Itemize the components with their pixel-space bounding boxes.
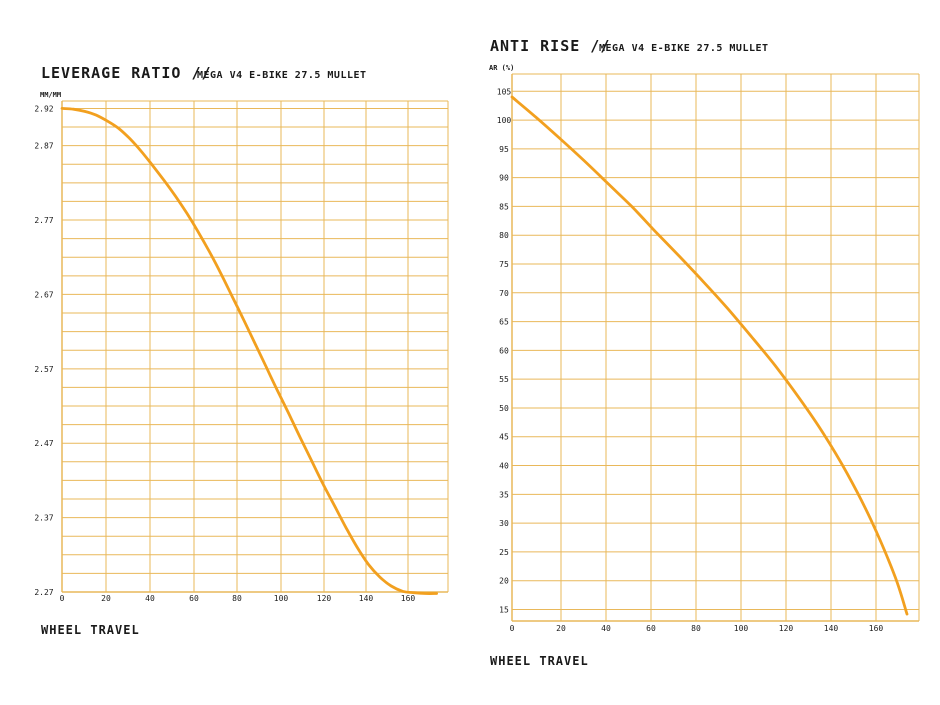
- y-tick-label: 25: [499, 548, 509, 557]
- anti-rise-grid: [511, 73, 920, 622]
- y-tick-label: 55: [499, 375, 509, 384]
- leverage-ratio-y-ticks: 2.27 2.37 2.47 2.57 2.67 2.77 2.87 2.92: [34, 104, 53, 597]
- x-tick-label: 40: [145, 594, 155, 603]
- x-tick-label: 80: [232, 594, 242, 603]
- x-tick-label: 20: [101, 594, 111, 603]
- y-tick-label: 2.47: [34, 439, 53, 448]
- y-tick-label: 2.27: [34, 588, 53, 597]
- x-tick-label: 60: [646, 624, 656, 633]
- x-tick-label: 80: [691, 624, 701, 633]
- leverage-ratio-chart: LEVERAGE RATIO // MEGA V4 E-BIKE 27.5 MU…: [34, 64, 449, 637]
- y-tick-label: 30: [499, 519, 509, 528]
- y-tick-label: 35: [499, 490, 509, 499]
- y-tick-label: 45: [499, 433, 509, 442]
- y-tick-label: 105: [497, 87, 512, 96]
- x-tick-label: 0: [60, 594, 65, 603]
- anti-rise-y-unit: AR (%): [489, 64, 514, 72]
- x-tick-label: 100: [734, 624, 749, 633]
- leverage-ratio-curve: [60, 107, 438, 595]
- y-tick-label: 2.57: [34, 365, 53, 374]
- y-tick-label: 2.87: [34, 142, 53, 151]
- y-tick-label: 65: [499, 318, 509, 327]
- anti-rise-title: ANTI RISE //: [490, 37, 610, 55]
- anti-rise-subtitle: MEGA V4 E-BIKE 27.5 MULLET: [599, 43, 769, 54]
- y-tick-label: 2.37: [34, 514, 53, 523]
- x-tick-label: 120: [317, 594, 332, 603]
- y-tick-label: 2.77: [34, 216, 53, 225]
- leverage-ratio-x-label: WHEEL TRAVEL: [41, 623, 140, 637]
- y-tick-label: 2.67: [34, 290, 53, 299]
- y-tick-label: 90: [499, 174, 509, 183]
- y-tick-label: 40: [499, 462, 509, 471]
- y-tick-label: 75: [499, 260, 509, 269]
- leverage-ratio-x-ticks: 0 20 40 60 80 100 120 140 160: [60, 594, 416, 603]
- x-tick-label: 40: [601, 624, 611, 633]
- y-tick-label: 70: [499, 289, 509, 298]
- y-tick-label: 60: [499, 346, 509, 355]
- anti-rise-chart: ANTI RISE // MEGA V4 E-BIKE 27.5 MULLET …: [489, 37, 920, 668]
- leverage-ratio-title: LEVERAGE RATIO //: [41, 64, 212, 82]
- x-tick-label: 100: [274, 594, 289, 603]
- anti-rise-x-label: WHEEL TRAVEL: [490, 654, 589, 668]
- y-tick-label: 15: [499, 605, 509, 614]
- leverage-ratio-grid: [61, 100, 449, 593]
- x-tick-label: 20: [556, 624, 566, 633]
- leverage-ratio-y-unit: MM/MM: [40, 91, 61, 99]
- y-tick-label: 100: [497, 116, 512, 125]
- y-tick-label: 2.92: [34, 104, 53, 113]
- y-tick-label: 85: [499, 202, 509, 211]
- y-tick-label: 80: [499, 231, 509, 240]
- anti-rise-x-ticks: 0 20 40 60 80 100 120 140 160: [510, 624, 884, 633]
- anti-rise-curve: [510, 95, 909, 616]
- x-tick-label: 140: [359, 594, 374, 603]
- x-tick-label: 0: [510, 624, 515, 633]
- anti-rise-y-ticks: 15 20 25 30 35 40 45 50 55 60 65 70 75 80 85 90 95 100 105: [497, 87, 512, 614]
- leverage-ratio-subtitle: MEGA V4 E-BIKE 27.5 MULLET: [197, 70, 367, 81]
- x-tick-label: 160: [401, 594, 416, 603]
- x-tick-label: 120: [779, 624, 794, 633]
- y-tick-label: 20: [499, 577, 509, 586]
- y-tick-label: 95: [499, 145, 509, 154]
- x-tick-label: 60: [189, 594, 199, 603]
- y-tick-label: 50: [499, 404, 509, 413]
- x-tick-label: 160: [869, 624, 884, 633]
- x-tick-label: 140: [824, 624, 839, 633]
